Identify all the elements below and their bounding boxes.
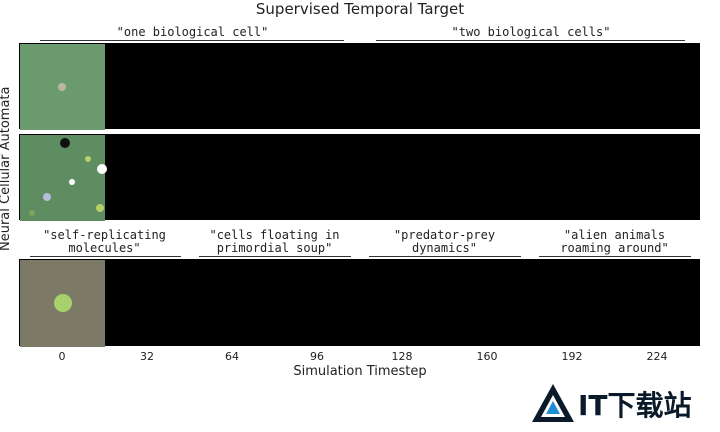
- prompt-alien-animals: "alien animals roaming around": [560, 228, 669, 255]
- x-tick-224: 224: [646, 350, 668, 363]
- x-tick-96: 96: [310, 350, 324, 363]
- timeline-strip-1: [19, 43, 700, 130]
- x-tick-32: 32: [140, 350, 154, 363]
- x-axis-label: Simulation Timestep: [293, 364, 427, 379]
- y-axis-label: Neural Cellular Automata: [0, 86, 13, 252]
- timeline-strip-2: [19, 134, 700, 221]
- timeline-strip-3: [19, 259, 700, 347]
- site-watermark: IT下载站: [530, 380, 715, 426]
- x-tick-128: 128: [391, 350, 413, 363]
- prompt-underline: [539, 256, 691, 257]
- yellow-cell: [85, 156, 91, 162]
- triangle-logo-icon: [532, 384, 574, 422]
- lavender-cell: [43, 193, 51, 201]
- white-cell: [69, 179, 75, 185]
- prompt-underline: [30, 256, 181, 257]
- cell-blob: [58, 83, 66, 91]
- green-cell: [29, 210, 35, 216]
- white-cell: [97, 164, 107, 174]
- x-tick-160: 160: [476, 350, 498, 363]
- prompt-self-replicating-molecules: "self-replicating molecules": [43, 228, 166, 255]
- frame-0-green-field: [20, 135, 105, 221]
- prompt-two-biological-cells: "two biological cells": [451, 25, 611, 39]
- x-tick-64: 64: [225, 350, 239, 363]
- x-tick-0: 0: [58, 350, 66, 363]
- prompt-predator-prey: "predator-prey dynamics": [393, 228, 496, 255]
- prompt-cells-floating: "cells floating in primordial soup": [209, 228, 340, 255]
- figure-title: Supervised Temporal Target: [255, 0, 465, 18]
- prompt-one-biological-cell: "one biological cell": [116, 25, 269, 39]
- x-tick-192: 192: [561, 350, 583, 363]
- prompt-underline: [376, 40, 685, 41]
- yellow-cell: [96, 204, 104, 212]
- prompt-underline: [369, 256, 521, 257]
- prompt-underline: [199, 256, 351, 257]
- replicating-blob: [54, 294, 72, 312]
- prompt-underline: [40, 40, 344, 41]
- dark-cell: [60, 138, 70, 148]
- watermark-text: IT下载站: [578, 389, 692, 422]
